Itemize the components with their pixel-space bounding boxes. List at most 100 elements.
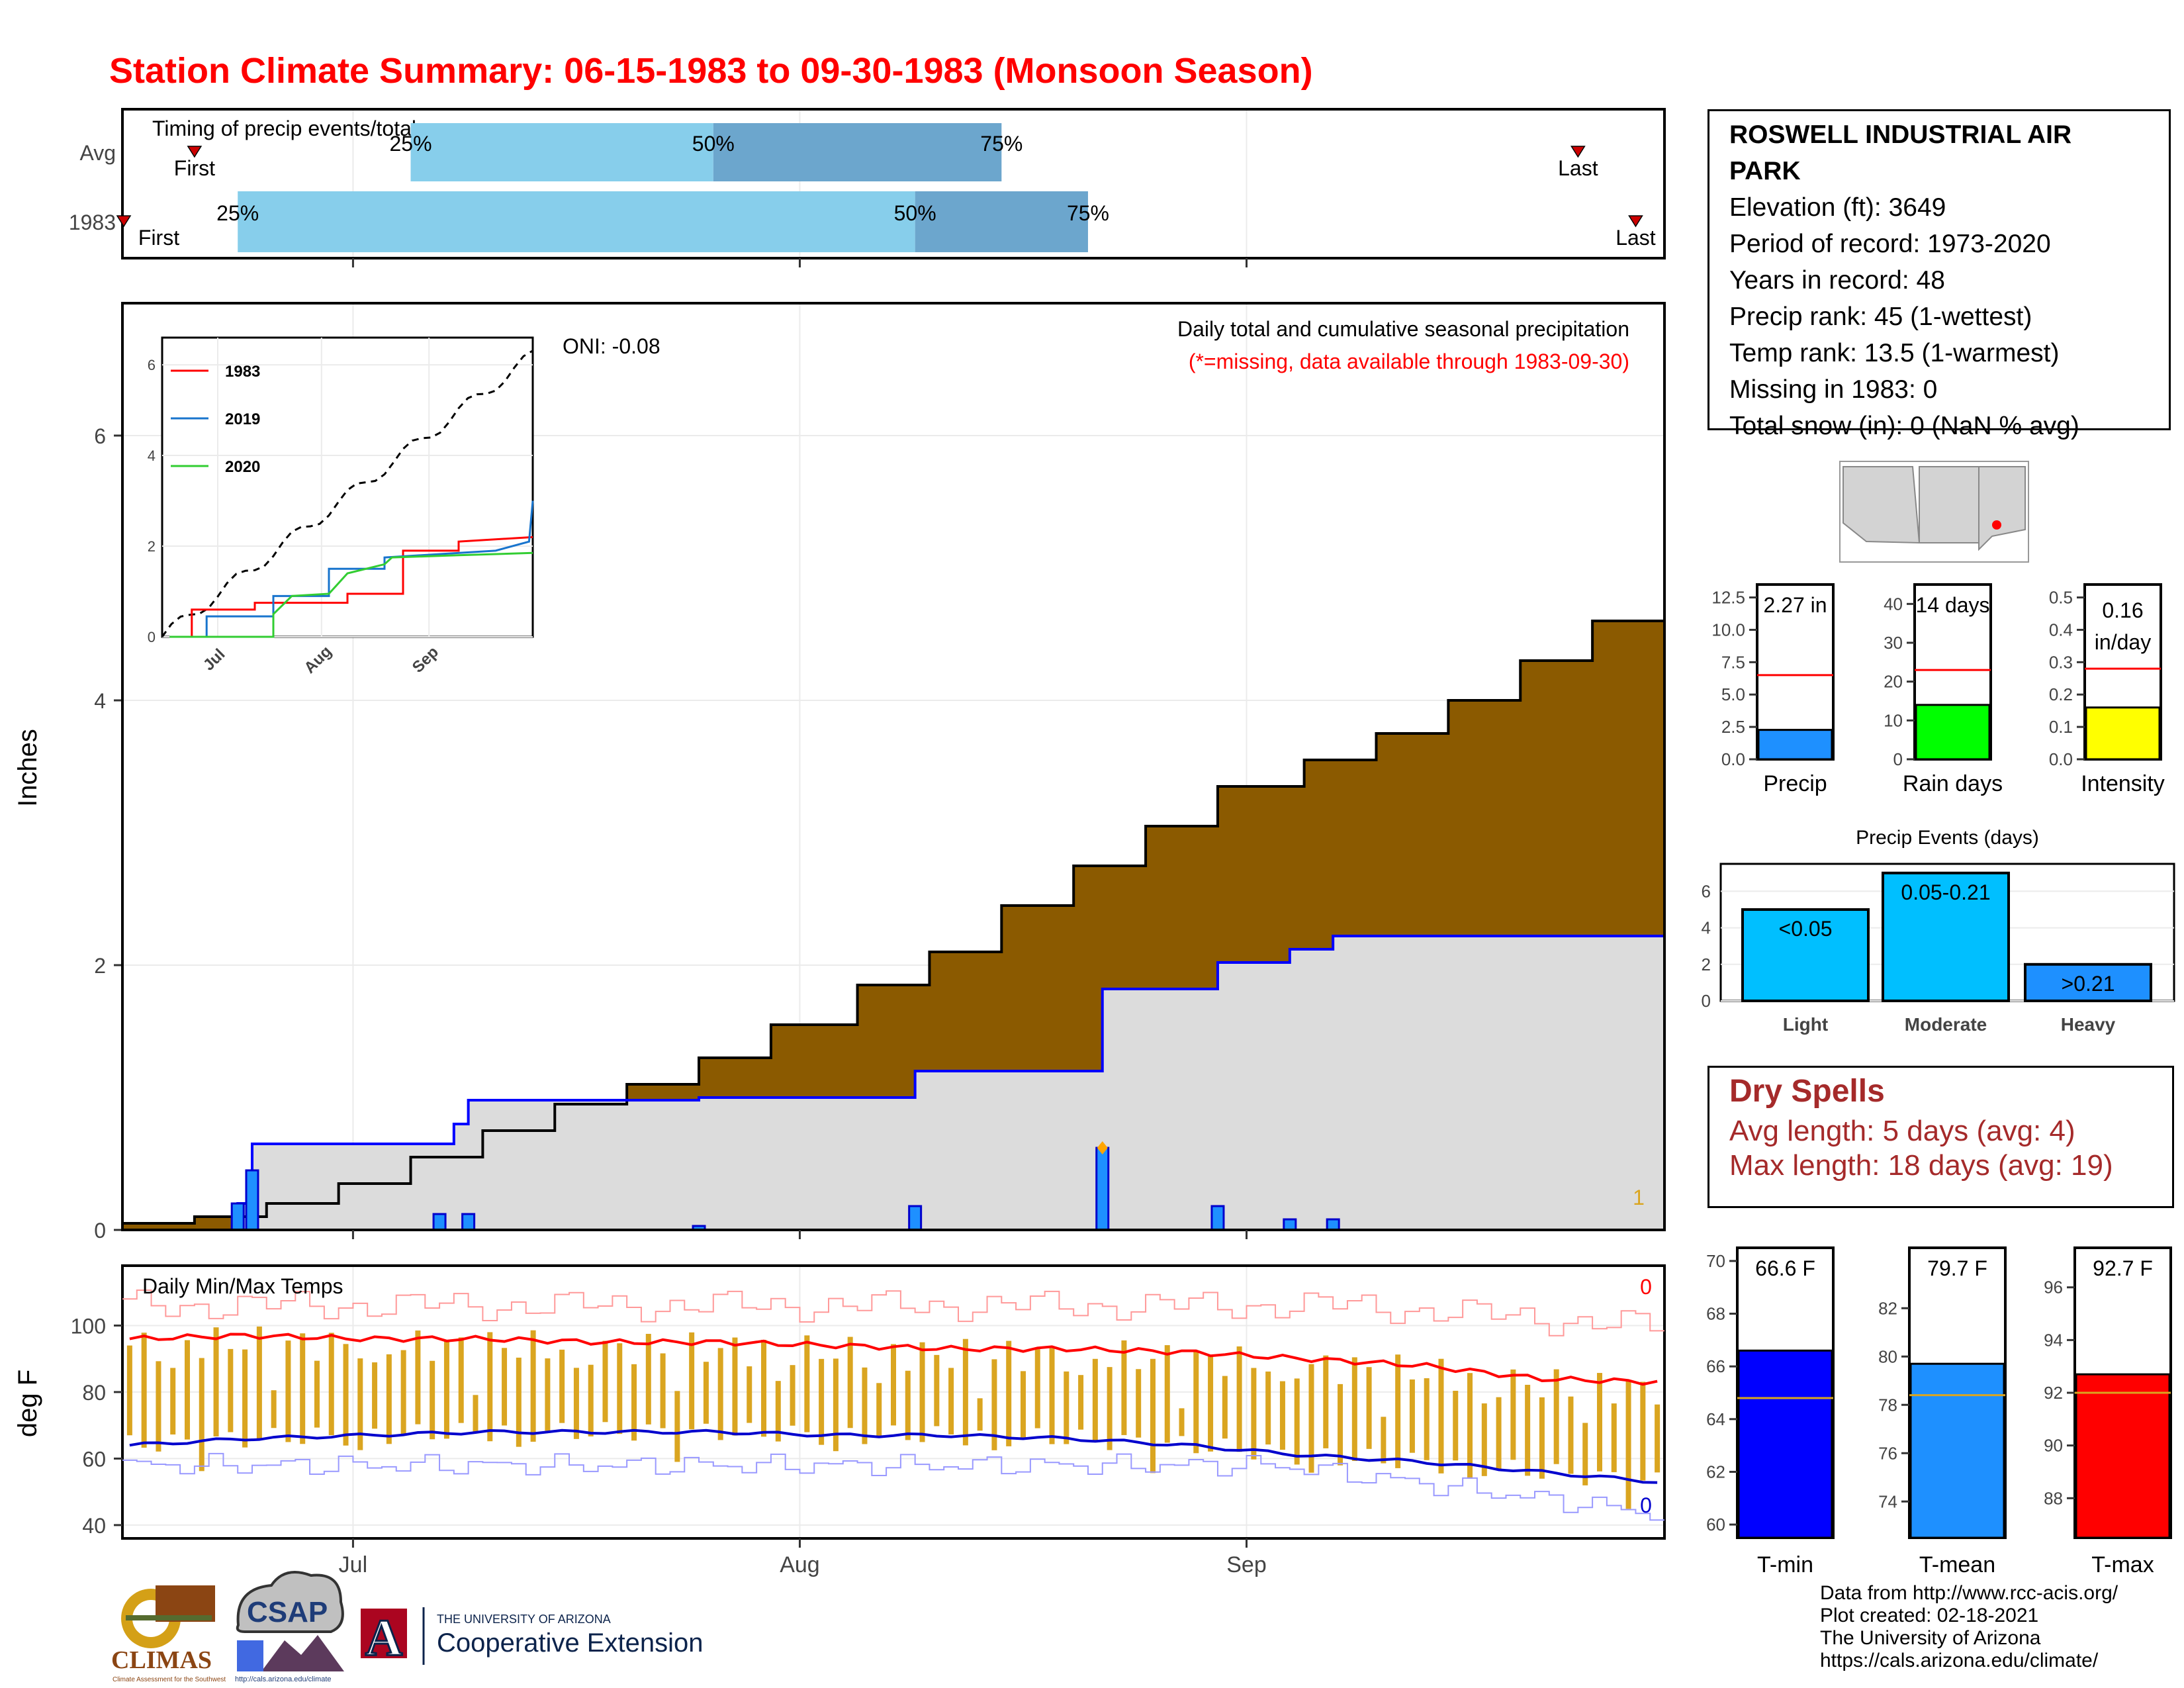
daily-temp-range-bar: [674, 1391, 680, 1462]
intensity-summary-ytick-label: 0.2: [2049, 684, 2073, 704]
daily-precip-bar: [1326, 1218, 1340, 1231]
intensity-summary-ytick-label: 0.4: [2049, 620, 2073, 639]
daily-temp-range-bar: [372, 1362, 378, 1429]
timing-last-label: Last: [1558, 156, 1598, 180]
daily-temp-range-bar: [1510, 1369, 1516, 1460]
daily-temp-range-bar: [689, 1332, 695, 1430]
station-name: ROSWELL INDUSTRIAL AIR PARK: [1729, 120, 2072, 185]
raindays-summary-ytick-label: 0: [1893, 749, 1903, 769]
temp-min-summary-ytick-label: 62: [1706, 1462, 1725, 1481]
temp-ytick-label: 60: [82, 1447, 106, 1471]
daily-temp-range-bar: [934, 1354, 940, 1427]
precip-ytick-label: 0: [94, 1219, 106, 1243]
events-bar: [1741, 908, 1870, 1002]
temp-min-summary-ytick-label: 70: [1706, 1251, 1725, 1271]
daily-temp-range-bar: [1351, 1357, 1357, 1461]
climas-logo: CLIMAS Climate Assessment for the Southw…: [111, 1585, 226, 1683]
daily-temp-range-bar: [545, 1358, 551, 1431]
month-tick-label: Jul: [339, 1552, 367, 1577]
precip-summary-name: Precip: [1763, 771, 1827, 796]
daily-temp-range-bar: [1136, 1369, 1142, 1438]
daily-temp-range-bar: [991, 1359, 997, 1450]
daily-temp-range-bar: [458, 1337, 464, 1423]
footer-line4: https://cals.arizona.edu/climate/: [1820, 1650, 2099, 1671]
daily-temp-range-bar: [847, 1336, 853, 1429]
csap-logo-text: CSAP: [247, 1596, 328, 1628]
temp-min-count: 0: [1640, 1493, 1652, 1517]
daily-temp-range-bar: [1006, 1340, 1012, 1446]
timing-first-marker: [116, 215, 132, 228]
temp-min-summary-value-bar: [1737, 1349, 1833, 1539]
csap-logo-url: http://cals.arizona.edu/climate: [235, 1675, 332, 1683]
events-bar: [2024, 962, 2152, 1003]
daily-temp-range-bar: [862, 1367, 868, 1444]
precip-panel: 0 2 4 6 Inches Daily total and cumulative s…: [13, 302, 1666, 1243]
daily-temp-range-bar: [415, 1330, 421, 1425]
events-category-label: Light: [1783, 1014, 1828, 1035]
daily-temp-range-bar: [1251, 1368, 1257, 1460]
temp-min-summary-ytick-label: 66: [1706, 1356, 1725, 1376]
timing-bar-q50-q75: [915, 191, 1088, 252]
temp-ytick-label: 100: [71, 1314, 106, 1338]
record-min-line: [122, 1452, 1664, 1521]
daily-temp-range-bar: [473, 1395, 478, 1433]
daily-precip-bar: [230, 1202, 245, 1231]
temp-mean-summary-value-label: 79.7 F: [1927, 1256, 1987, 1280]
events-bar: [1882, 871, 2010, 1003]
precip-summary-value-bar: [1757, 729, 1833, 761]
inset-ytick-label: 4: [148, 447, 156, 464]
oni-label: ONI: -0.08: [563, 334, 660, 358]
csap-logo: CSAP http://cals.arizona.edu/climate: [235, 1571, 344, 1683]
timing-panel: Timing of precip events/totals Avg 25% 50%…: [69, 108, 1666, 259]
events-bar-label: >0.21: [2062, 972, 2115, 996]
raindays-summary-value-bar: [1915, 704, 1991, 761]
daily-temp-range-bar: [732, 1337, 738, 1436]
precip-summary-ytick-label: 0.0: [1721, 749, 1745, 769]
daily-temp-range-bar: [1323, 1355, 1329, 1448]
daily-temp-range-bar: [617, 1343, 623, 1434]
timing-bar-q25-q50: [238, 191, 915, 252]
daily-temp-range-bar: [1308, 1364, 1314, 1473]
daily-temp-range-bar: [487, 1332, 493, 1442]
daily-temp-range-bar: [1568, 1396, 1574, 1474]
temp-mean-summary-value-bar: [1909, 1362, 2005, 1539]
timing-last-marker: [1570, 146, 1586, 158]
temp-max-summary-value-label: 92.7 F: [2093, 1256, 2153, 1280]
daily-temp-range-bar: [443, 1340, 449, 1439]
inset-series-line: [169, 500, 534, 638]
temp-max-summary-ytick-label: 94: [2044, 1330, 2063, 1350]
daily-temp-range-bar: [1553, 1369, 1559, 1464]
temp-max-summary-value-bar: [2075, 1373, 2171, 1539]
events-ytick-label: 4: [1702, 918, 1711, 938]
temp-ytick-label: 80: [82, 1381, 106, 1405]
timing-last-label: Last: [1615, 226, 1656, 250]
footer-line2: Plot created: 02-18-2021: [1820, 1605, 2039, 1626]
station-period: Period of record: 1973-2020: [1729, 230, 2051, 258]
daily-temp-range-bar: [1150, 1358, 1156, 1474]
daily-temp-range-bar: [228, 1348, 234, 1432]
temp-title: Daily Min/Max Temps: [142, 1274, 343, 1298]
timing-title: Timing of precip events/totals: [152, 117, 427, 140]
daily-temp-range-bar: [775, 1381, 781, 1442]
daily-temp-range-bar: [1078, 1375, 1084, 1430]
inset-legend-label: 1983: [225, 363, 260, 381]
daily-temp-range-bar: [502, 1348, 508, 1426]
temp-min-summary-ytick-label: 68: [1706, 1304, 1725, 1324]
daily-precip-bar: [461, 1213, 476, 1231]
temp-max-summary-ytick-label: 92: [2044, 1383, 2063, 1403]
inset-ytick-label: 0: [148, 629, 156, 645]
daily-temp-range-bar: [876, 1383, 882, 1437]
inset-series-line: [169, 551, 533, 638]
timing-q75-label: 75%: [1067, 201, 1109, 225]
daily-temp-range-bar: [573, 1368, 579, 1439]
temp-max-summary-ytick-label: 90: [2044, 1436, 2063, 1456]
daily-temp-range-bar: [1438, 1358, 1444, 1474]
inset-series-line: [169, 536, 533, 638]
raindays-summary-ytick-label: 20: [1884, 672, 1903, 692]
daily-temp-range-bar: [1236, 1346, 1242, 1452]
daily-precip-bar: [245, 1169, 259, 1231]
daily-temp-range-bar: [199, 1358, 205, 1472]
daily-temp-range-bar: [1625, 1380, 1631, 1509]
